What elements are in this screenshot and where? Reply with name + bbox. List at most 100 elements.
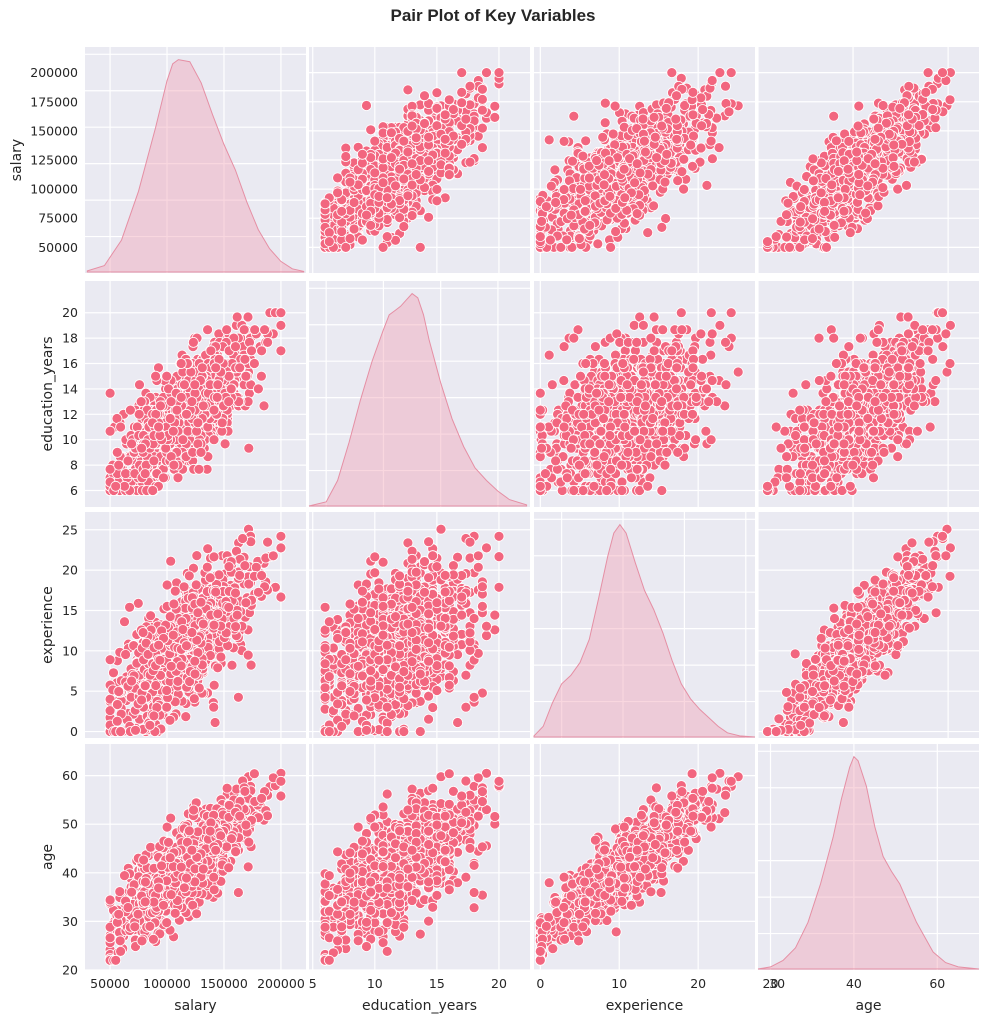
scatter-point: [198, 401, 208, 411]
scatter-point: [763, 237, 773, 247]
scatter-point: [909, 157, 919, 167]
scatter-point: [568, 156, 578, 166]
scatter-point: [440, 134, 450, 144]
scatter-point: [407, 121, 417, 131]
scatter-point: [482, 68, 492, 78]
scatter-point: [136, 397, 146, 407]
scatter-point: [424, 212, 434, 222]
scatter-point: [696, 143, 706, 153]
scatter-point: [257, 346, 267, 356]
scatter-point: [562, 473, 572, 483]
scatter-point: [799, 185, 809, 195]
scatter-point: [808, 154, 818, 164]
scatter-point: [140, 469, 150, 479]
scatter-point: [403, 85, 413, 95]
scatter-point: [697, 121, 707, 131]
scatter-point: [154, 422, 164, 432]
scatter-point: [870, 159, 880, 169]
scatter-point: [808, 234, 818, 244]
scatter-point: [816, 188, 826, 198]
scatter-point: [386, 128, 396, 138]
scatter-point: [432, 184, 442, 194]
scatter-point: [432, 196, 442, 206]
scatter-point: [600, 170, 610, 180]
scatter-point: [707, 76, 717, 86]
scatter-point: [578, 486, 588, 496]
scatter-point: [116, 422, 126, 432]
scatter-point: [691, 392, 701, 402]
scatter-point: [411, 133, 421, 143]
scatter-point: [721, 380, 731, 390]
scatter-point: [209, 435, 219, 445]
scatter-point: [855, 190, 865, 200]
scatter-point: [176, 359, 186, 369]
scatter-point: [704, 397, 714, 407]
scatter-point: [211, 363, 221, 373]
scatter-point: [366, 220, 376, 230]
scatter-point: [833, 193, 843, 203]
scatter-point: [477, 105, 487, 115]
scatter-point: [239, 325, 249, 335]
scatter-point: [869, 114, 879, 124]
scatter-point: [660, 177, 670, 187]
scatter-point: [337, 227, 347, 237]
scatter-point: [407, 211, 417, 221]
scatter-point: [657, 121, 667, 131]
scatter-point: [632, 209, 642, 219]
scatter-point: [783, 198, 793, 208]
scatter-point: [477, 143, 487, 153]
scatter-point: [679, 154, 689, 164]
scatter-point: [537, 216, 547, 226]
scatter-point: [569, 333, 579, 343]
scatter-point: [333, 173, 343, 183]
scatter-point: [253, 384, 263, 394]
scatter-point: [190, 380, 200, 390]
scatter-point: [187, 397, 197, 407]
scatter-point: [889, 161, 899, 171]
scatter-point: [785, 242, 795, 252]
scatter-point: [424, 166, 434, 176]
scatter-point: [357, 149, 367, 159]
scatter-point: [820, 206, 830, 216]
scatter-point: [632, 337, 642, 347]
scatter-point: [256, 371, 266, 381]
scatter-point: [333, 188, 343, 198]
scatter-point: [457, 87, 467, 97]
scatter-point: [904, 81, 914, 91]
scatter-point: [378, 178, 388, 188]
scatter-point: [411, 170, 421, 180]
scatter-point: [127, 439, 137, 449]
scatter-point: [432, 103, 442, 113]
scatter-point: [606, 242, 616, 252]
scatter-point: [854, 170, 864, 180]
scatter-point: [162, 371, 172, 381]
scatter-point: [566, 210, 576, 220]
scatter-point: [833, 166, 843, 176]
scatter-point: [362, 101, 372, 111]
scatter-point: [196, 447, 206, 457]
scatter-point: [559, 185, 569, 195]
scatter-point: [206, 346, 216, 356]
scatter-point: [796, 202, 806, 212]
panel-salary-vs-experience: [534, 47, 755, 273]
scatter-point: [808, 214, 818, 224]
scatter-point: [182, 409, 192, 419]
scatter-point: [159, 473, 169, 483]
scatter-point: [589, 481, 599, 491]
scatter-point: [250, 325, 260, 335]
scatter-point: [635, 168, 645, 178]
scatter-point: [938, 68, 948, 78]
scatter-point: [782, 232, 792, 242]
scatter-point: [630, 178, 640, 188]
scatter-point: [209, 405, 219, 415]
scatter-point: [648, 181, 658, 191]
scatter-point: [853, 121, 863, 131]
scatter-point: [562, 235, 572, 245]
scatter-point: [688, 87, 698, 97]
scatter-point: [928, 105, 938, 115]
scatter-point: [599, 180, 609, 190]
scatter-point: [169, 460, 179, 470]
scatter-point: [224, 397, 234, 407]
scatter-point: [673, 447, 683, 457]
scatter-point: [547, 380, 557, 390]
